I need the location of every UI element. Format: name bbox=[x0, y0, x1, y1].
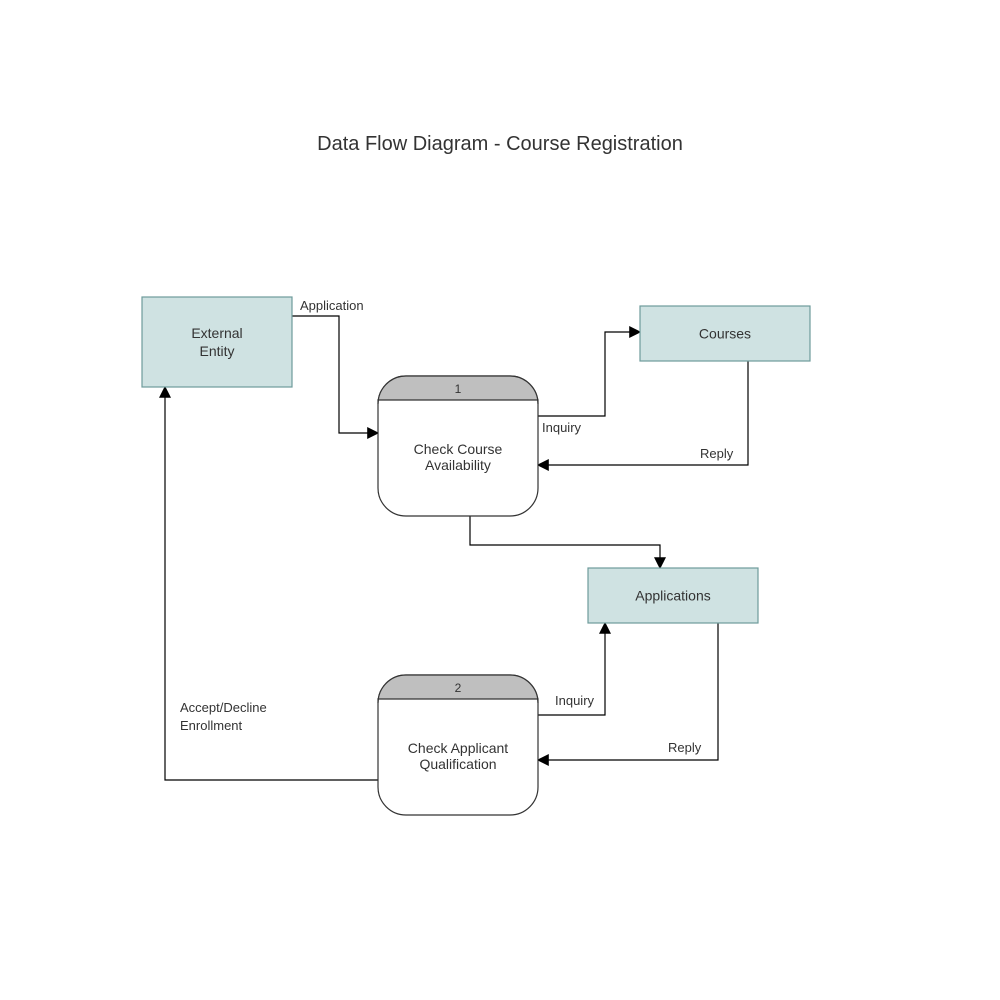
node-label: Qualification bbox=[419, 756, 496, 772]
node-label: Availability bbox=[425, 457, 491, 473]
process-number: 1 bbox=[455, 382, 462, 396]
edge-e_inq1: Inquiry bbox=[538, 332, 640, 435]
edge-label: Application bbox=[300, 298, 364, 313]
node-label: Entity bbox=[199, 343, 234, 359]
dfd-canvas: Data Flow Diagram - Course Registration … bbox=[0, 0, 1000, 1000]
process-number: 2 bbox=[455, 681, 462, 695]
edge-e_reply1: Reply bbox=[538, 361, 748, 465]
node-process1: 1 Check CourseAvailability bbox=[378, 376, 538, 516]
node-label: Check Course bbox=[414, 441, 503, 457]
node-label: Courses bbox=[699, 326, 751, 342]
node-courses: Courses bbox=[640, 306, 810, 361]
node-label: External bbox=[191, 325, 242, 341]
edge-label: Inquiry bbox=[555, 693, 595, 708]
node-label: Applications bbox=[635, 588, 711, 604]
node-process2: 2 Check ApplicantQualification bbox=[378, 675, 538, 815]
edge-e_accept: Accept/Decline Enrollment bbox=[165, 387, 378, 780]
edge-label: Enrollment bbox=[180, 718, 243, 733]
edge-label: Accept/Decline bbox=[180, 700, 267, 715]
edge-e_inq2: Inquiry bbox=[538, 623, 605, 715]
node-external_entity: External Entity bbox=[142, 297, 292, 387]
node-label: Check Applicant bbox=[408, 740, 509, 756]
node-applications: Applications bbox=[588, 568, 758, 623]
edge-label: Reply bbox=[700, 446, 734, 461]
edge-label: Reply bbox=[668, 740, 702, 755]
edge-label: Inquiry bbox=[542, 420, 582, 435]
edge-e_p1_to_apps bbox=[470, 516, 660, 568]
edge-e_app: Application bbox=[292, 298, 378, 433]
diagram-title: Data Flow Diagram - Course Registration bbox=[317, 133, 683, 155]
edge-e_reply2: Reply bbox=[538, 623, 718, 760]
